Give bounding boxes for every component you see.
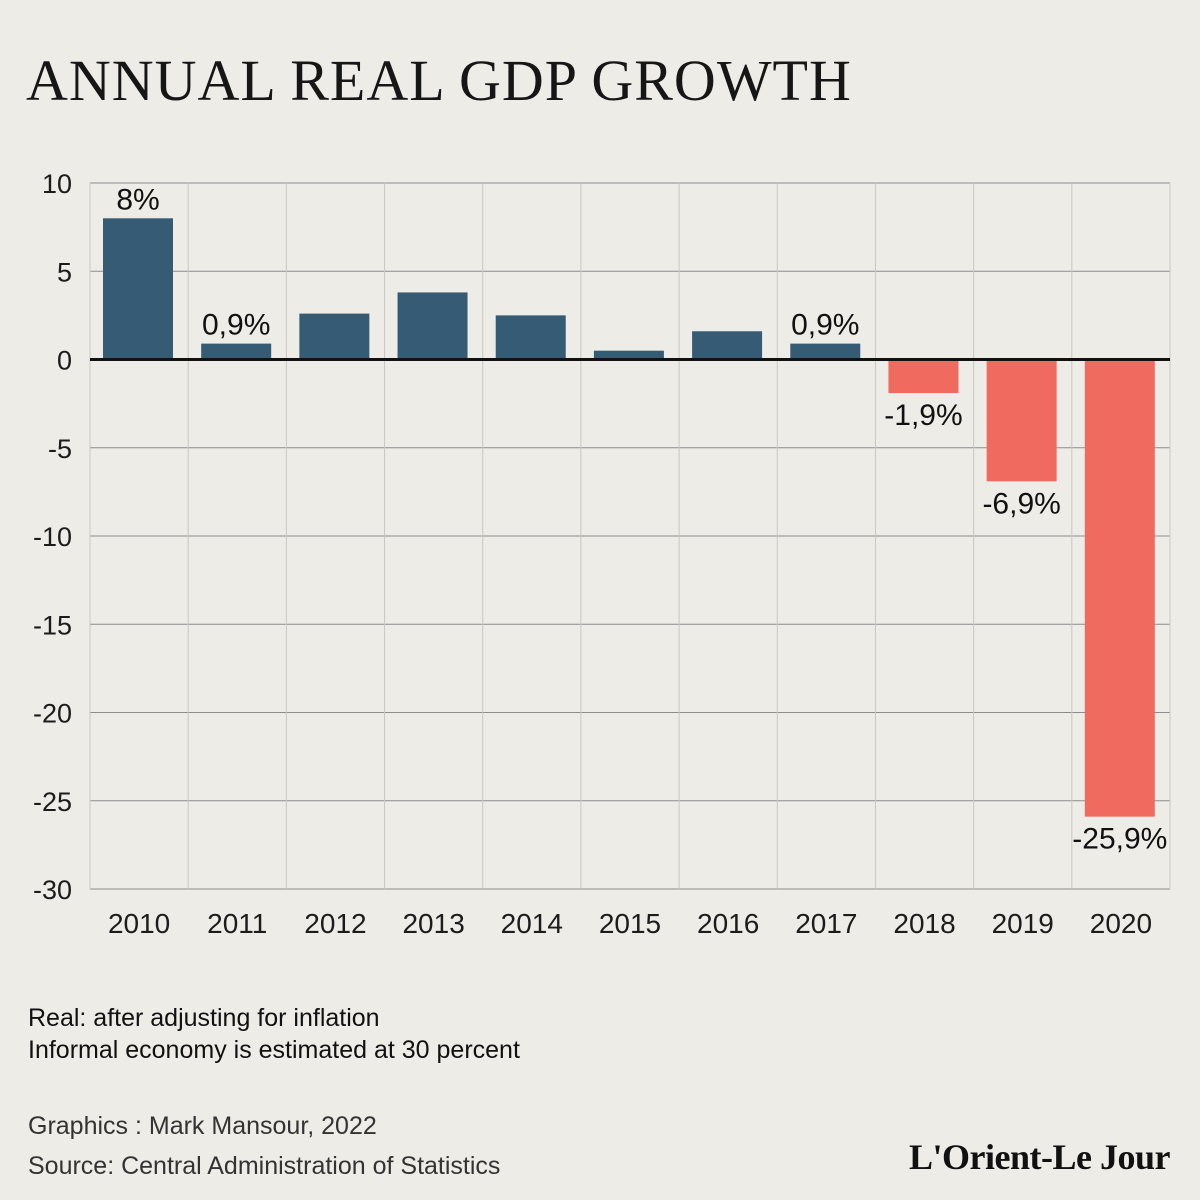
bar-2015 (593, 350, 664, 360)
y-tick-label: 0 (57, 346, 72, 376)
x-tick-label-2016: 2016 (697, 908, 759, 939)
data-label-2020: -25,9% (1072, 823, 1167, 856)
x-tick-label-2017: 2017 (795, 908, 857, 939)
y-tick-label: -15 (33, 610, 72, 640)
note-real-definition: Real: after adjusting for inflation (28, 1004, 380, 1032)
chart-title: ANNUAL REAL GDP GROWTH (26, 48, 852, 113)
graphics-credit: Graphics : Mark Mansour, 2022 (28, 1112, 377, 1140)
bar-2010 (103, 218, 173, 360)
y-tick-label: 10 (42, 169, 72, 199)
bar-2017 (790, 343, 861, 360)
publisher-logo: L'Orient-Le Jour (909, 1137, 1170, 1177)
bar-2013 (397, 292, 468, 360)
x-tick-label-2019: 2019 (992, 908, 1054, 939)
x-tick-label-2012: 2012 (304, 908, 366, 939)
x-tick-label-2020: 2020 (1090, 908, 1152, 939)
bar-2020 (1084, 359, 1155, 817)
data-label-2011: 0,9% (202, 309, 270, 342)
bar-2014 (495, 315, 566, 360)
y-tick-label: 5 (57, 257, 72, 287)
x-tick-label-2013: 2013 (402, 908, 464, 939)
x-tick-label-2015: 2015 (599, 908, 661, 939)
y-tick-label: -10 (33, 522, 72, 552)
x-tick-label-2018: 2018 (893, 908, 955, 939)
bar-2016 (692, 331, 763, 360)
chart-credits: Graphics : Mark Mansour, 2022 Source: Ce… (28, 1106, 500, 1186)
bar-2019 (986, 359, 1057, 482)
note-informal-economy: Informal economy is estimated at 30 perc… (28, 1036, 520, 1064)
y-tick-label: -5 (48, 434, 72, 464)
x-tick-label-2014: 2014 (501, 908, 563, 939)
data-label-2018: -1,9% (884, 399, 962, 432)
data-label-2017: 0,9% (791, 309, 859, 342)
y-tick-label: -25 (33, 787, 72, 817)
source-credit: Source: Central Administration of Statis… (28, 1152, 501, 1180)
y-tick-label: -20 (33, 699, 72, 729)
x-tick-label-2010: 2010 (108, 908, 170, 939)
bar-2012 (299, 313, 370, 360)
data-label-2010: 8% (116, 183, 159, 216)
bar-2011 (201, 343, 272, 360)
gdp-bar-chart: 10 5 0 -5 -10 -15 -20 -25 -30 8% 0,9% 0,9% -1,9% -6,9… (33, 169, 1171, 939)
data-label-2019: -6,9% (982, 487, 1060, 520)
y-tick-label: -30 (33, 875, 72, 905)
x-tick-label-2011: 2011 (207, 908, 267, 939)
chart-notes: Real: after adjusting for inflation Info… (28, 1002, 520, 1066)
bar-2018 (888, 359, 959, 394)
